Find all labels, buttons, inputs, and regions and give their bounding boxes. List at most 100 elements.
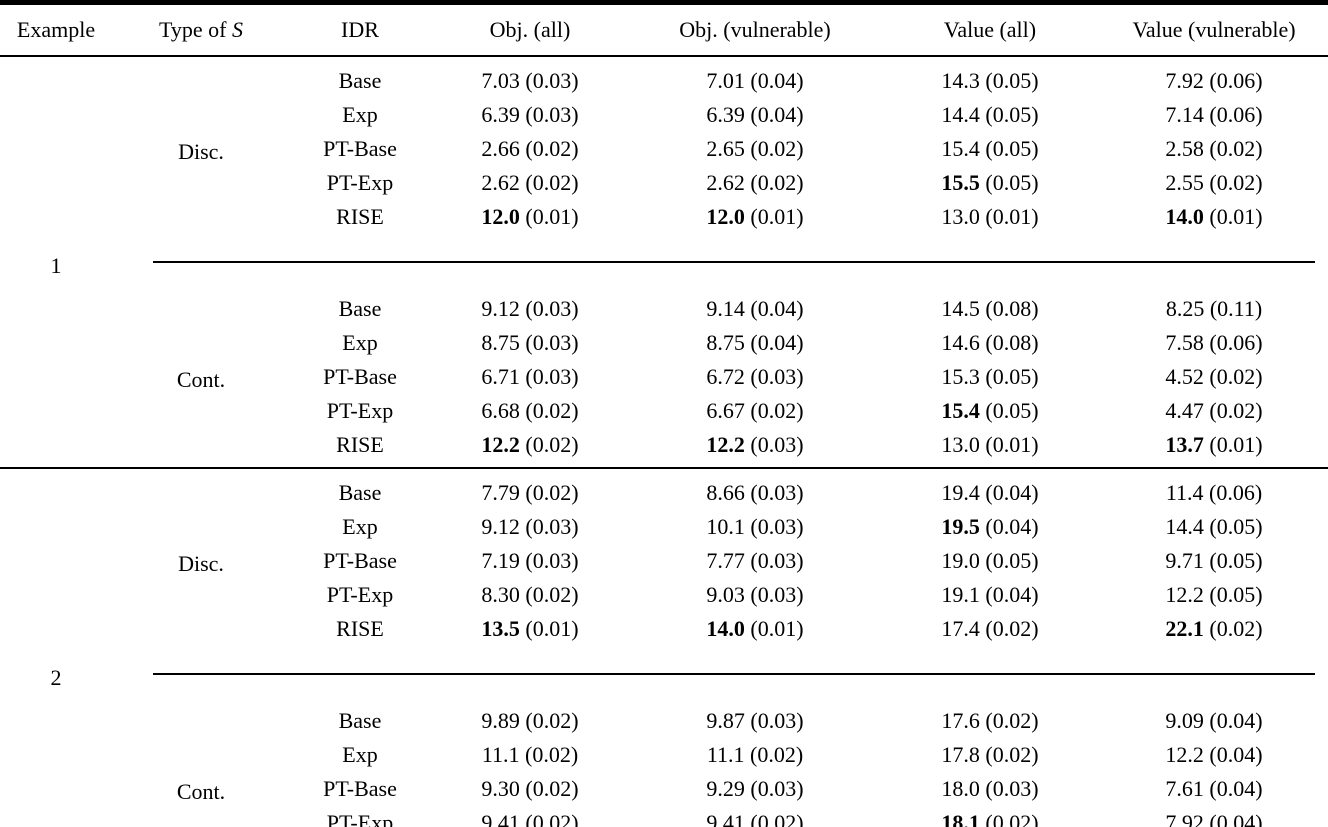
value-se: (0.03)	[525, 548, 579, 573]
value-main: 6.39	[706, 102, 745, 127]
value-cell: 15.4 (0.05)	[880, 394, 1100, 428]
value-cell: 13.7 (0.01)	[1100, 428, 1328, 468]
value-cell: 7.79 (0.02)	[430, 467, 630, 510]
value-se: (0.03)	[750, 548, 804, 573]
value-se: (0.01)	[525, 204, 579, 229]
value-main: 7.61	[1165, 776, 1204, 801]
value-se: (0.04)	[1209, 742, 1263, 767]
value-se: (0.05)	[985, 136, 1039, 161]
header-type-prefix: Type of	[159, 17, 232, 42]
value-se: (0.02)	[985, 616, 1039, 641]
value-se: (0.02)	[985, 708, 1039, 733]
value-se: (0.08)	[985, 330, 1039, 355]
value-main: 12.2	[1165, 742, 1204, 767]
value-cell: 14.4 (0.05)	[880, 98, 1100, 132]
value-main: 9.09	[1165, 708, 1204, 733]
value-se: (0.02)	[525, 398, 579, 423]
value-cell: 6.39 (0.03)	[430, 98, 630, 132]
value-se: (0.03)	[525, 102, 579, 127]
value-se: (0.02)	[525, 742, 579, 767]
value-se: (0.02)	[1209, 364, 1263, 389]
value-main: 2.65	[706, 136, 745, 161]
value-cell: 12.2 (0.04)	[1100, 738, 1328, 772]
value-cell: 9.12 (0.03)	[430, 285, 630, 326]
table-row: Cont. Base 9.12 (0.03) 9.14 (0.04) 14.5 (0.0…	[0, 285, 1328, 392]
value-cell: 19.5 (0.04)	[880, 510, 1100, 544]
example-cell: 2	[0, 467, 112, 827]
value-cell: 19.1 (0.04)	[880, 578, 1100, 612]
value-se: (0.06)	[1209, 68, 1263, 93]
idr-cell: Base	[338, 708, 382, 733]
table-row: RISE 12.2 (0.02) 12.2 (0.03) 13.0 (0.01) 13.…	[0, 428, 1328, 468]
value-se: (0.05)	[1209, 514, 1263, 539]
value-main: 8.66	[706, 480, 745, 505]
value-main: 7.19	[481, 548, 520, 573]
type-cell: Cont.	[176, 366, 226, 392]
value-cell: 9.03 (0.03)	[630, 578, 880, 612]
table-row: PT-Base 7.19 (0.03) 7.77 (0.03) 19.0 (0.05)…	[0, 544, 1328, 578]
value-se: (0.03)	[750, 480, 804, 505]
table-row: PT-Exp 8.30 (0.02) 9.03 (0.03) 19.1 (0.04) 1…	[0, 578, 1328, 612]
value-main: 14.4	[1165, 514, 1204, 539]
header-type-math-s: S	[232, 17, 243, 42]
value-main: 19.0	[941, 548, 980, 573]
table-row: RISE 13.5 (0.01) 14.0 (0.01) 17.4 (0.02) 22.…	[0, 612, 1328, 651]
value-cell: 18.0 (0.03)	[880, 772, 1100, 806]
value-cell: 4.47 (0.02)	[1100, 394, 1328, 428]
value-main: 12.2	[706, 432, 745, 457]
value-se: (0.03)	[525, 514, 579, 539]
value-main: 11.1	[481, 742, 520, 767]
value-cell: 7.61 (0.04)	[1100, 772, 1328, 806]
idr-cell: PT-Base	[323, 776, 397, 801]
value-main: 14.0	[1165, 204, 1204, 229]
value-main: 7.01	[706, 68, 745, 93]
value-se: (0.03)	[750, 364, 804, 389]
value-main: 14.0	[706, 616, 745, 641]
value-se: (0.02)	[525, 810, 579, 827]
idr-cell: PT-Exp	[326, 170, 394, 195]
value-se: (0.03)	[750, 582, 804, 607]
value-se: (0.11)	[1209, 296, 1263, 321]
value-se: (0.02)	[1209, 170, 1263, 195]
value-cell: 14.0 (0.01)	[1100, 200, 1328, 239]
value-main: 13.7	[1165, 432, 1204, 457]
value-cell: 12.2 (0.03)	[630, 428, 880, 468]
cmidrule	[153, 261, 1315, 263]
value-main: 7.79	[481, 480, 520, 505]
table-row: PT-Exp 6.68 (0.02) 6.67 (0.02) 15.4 (0.05) 4…	[0, 394, 1328, 428]
value-cell: 8.75 (0.04)	[630, 326, 880, 360]
value-cell: 15.4 (0.05)	[880, 132, 1100, 166]
value-cell: 2.65 (0.02)	[630, 132, 880, 166]
value-cell: 9.87 (0.03)	[630, 697, 880, 738]
table-row: PT-Base 6.71 (0.03) 6.72 (0.03) 15.3 (0.05)…	[0, 360, 1328, 394]
value-main: 18.1	[941, 810, 980, 827]
value-main: 6.39	[481, 102, 520, 127]
table-row: PT-Exp 9.41 (0.02) 9.41 (0.02) 18.1 (0.02) 7…	[0, 806, 1328, 827]
table-row: Exp 9.12 (0.03) 10.1 (0.03) 19.5 (0.04) 14.4…	[0, 510, 1328, 544]
value-main: 17.6	[941, 708, 980, 733]
value-se: (0.05)	[985, 364, 1039, 389]
value-se: (0.04)	[750, 296, 804, 321]
value-main: 9.14	[706, 296, 745, 321]
value-se: (0.02)	[525, 136, 579, 161]
value-se: (0.02)	[1209, 136, 1263, 161]
cmidrule-cell	[112, 651, 1328, 697]
value-cell: 17.6 (0.02)	[880, 697, 1100, 738]
value-main: 7.92	[1165, 810, 1204, 827]
value-se: (0.01)	[1209, 432, 1263, 457]
value-main: 14.6	[941, 330, 980, 355]
subgroup-divider-row	[0, 651, 1328, 697]
value-main: 18.0	[941, 776, 980, 801]
value-cell: 2.62 (0.02)	[430, 166, 630, 200]
value-se: (0.04)	[1209, 776, 1263, 801]
value-se: (0.02)	[750, 170, 804, 195]
value-main: 9.29	[706, 776, 745, 801]
value-se: (0.05)	[985, 548, 1039, 573]
value-se: (0.05)	[985, 398, 1039, 423]
value-se: (0.03)	[750, 432, 804, 457]
value-se: (0.04)	[985, 480, 1039, 505]
value-se: (0.04)	[985, 514, 1039, 539]
value-main: 8.30	[481, 582, 520, 607]
value-se: (0.03)	[525, 68, 579, 93]
